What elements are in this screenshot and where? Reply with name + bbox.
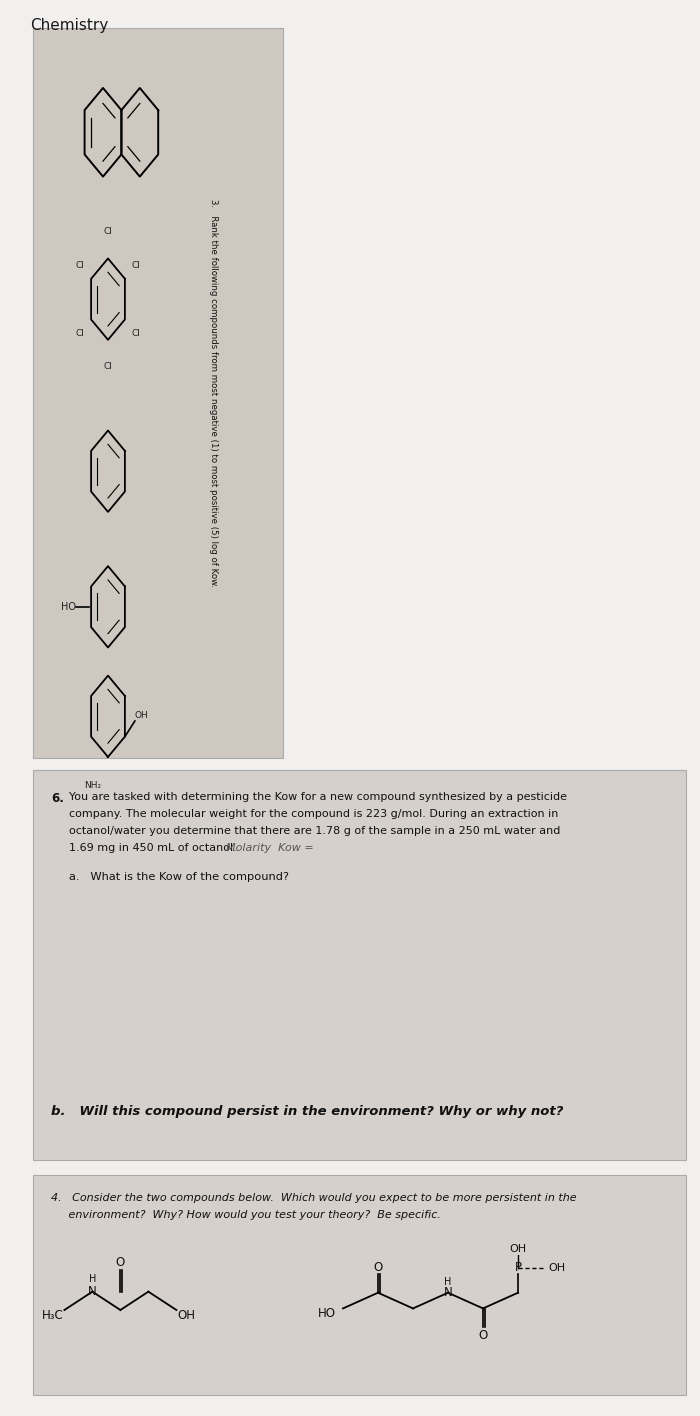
Text: Cl: Cl: [132, 261, 141, 270]
Text: P: P: [514, 1262, 522, 1274]
Text: OH: OH: [134, 711, 148, 721]
Text: Cl: Cl: [132, 329, 141, 337]
Text: octanol/water you determine that there are 1.78 g of the sample in a 250 mL wate: octanol/water you determine that there a…: [69, 826, 561, 835]
Text: environment?  Why? How would you test your theory?  Be specific.: environment? Why? How would you test you…: [51, 1211, 441, 1221]
Text: 1.69 mg in 450 mL of octanol.: 1.69 mg in 450 mL of octanol.: [69, 843, 244, 852]
FancyBboxPatch shape: [33, 28, 283, 758]
Text: 4.   Consider the two compounds below.  Which would you expect to be more persis: 4. Consider the two compounds below. Whi…: [51, 1194, 577, 1204]
Text: HO: HO: [62, 602, 76, 612]
Text: O: O: [478, 1328, 488, 1341]
Text: 3.   Rank the following compounds from most negative (1) to most positive (5) lo: 3. Rank the following compounds from mos…: [209, 200, 218, 588]
Text: Cl: Cl: [104, 227, 113, 236]
Text: OH: OH: [510, 1243, 526, 1253]
Text: O: O: [116, 1256, 125, 1269]
Text: H: H: [444, 1277, 452, 1287]
Text: Chemistry: Chemistry: [30, 18, 108, 33]
Text: NH₂: NH₂: [85, 782, 102, 790]
Text: Molarity  Kow =: Molarity Kow =: [226, 843, 314, 852]
Text: Cl: Cl: [76, 329, 84, 337]
Text: Cl: Cl: [76, 261, 84, 270]
Text: HO: HO: [318, 1307, 336, 1320]
Text: OH: OH: [548, 1263, 565, 1273]
Text: You are tasked with determining the Kow for a new compound synthesized by a pest: You are tasked with determining the Kow …: [69, 792, 567, 801]
Text: Cl: Cl: [104, 362, 113, 371]
Text: company. The molecular weight for the compound is 223 g/mol. During an extractio: company. The molecular weight for the co…: [69, 809, 559, 818]
FancyBboxPatch shape: [33, 1175, 686, 1395]
Text: 6.: 6.: [51, 792, 64, 806]
Text: OH: OH: [177, 1308, 195, 1323]
Text: H: H: [89, 1274, 96, 1284]
Text: N: N: [88, 1286, 97, 1298]
Text: N: N: [444, 1286, 452, 1300]
Text: O: O: [373, 1262, 383, 1274]
FancyBboxPatch shape: [33, 770, 686, 1160]
Text: H₃C: H₃C: [42, 1308, 64, 1323]
Text: b.   Will this compound persist in the environment? Why or why not?: b. Will this compound persist in the env…: [51, 1104, 564, 1119]
Text: a.   What is the Kow of the compound?: a. What is the Kow of the compound?: [69, 872, 289, 882]
